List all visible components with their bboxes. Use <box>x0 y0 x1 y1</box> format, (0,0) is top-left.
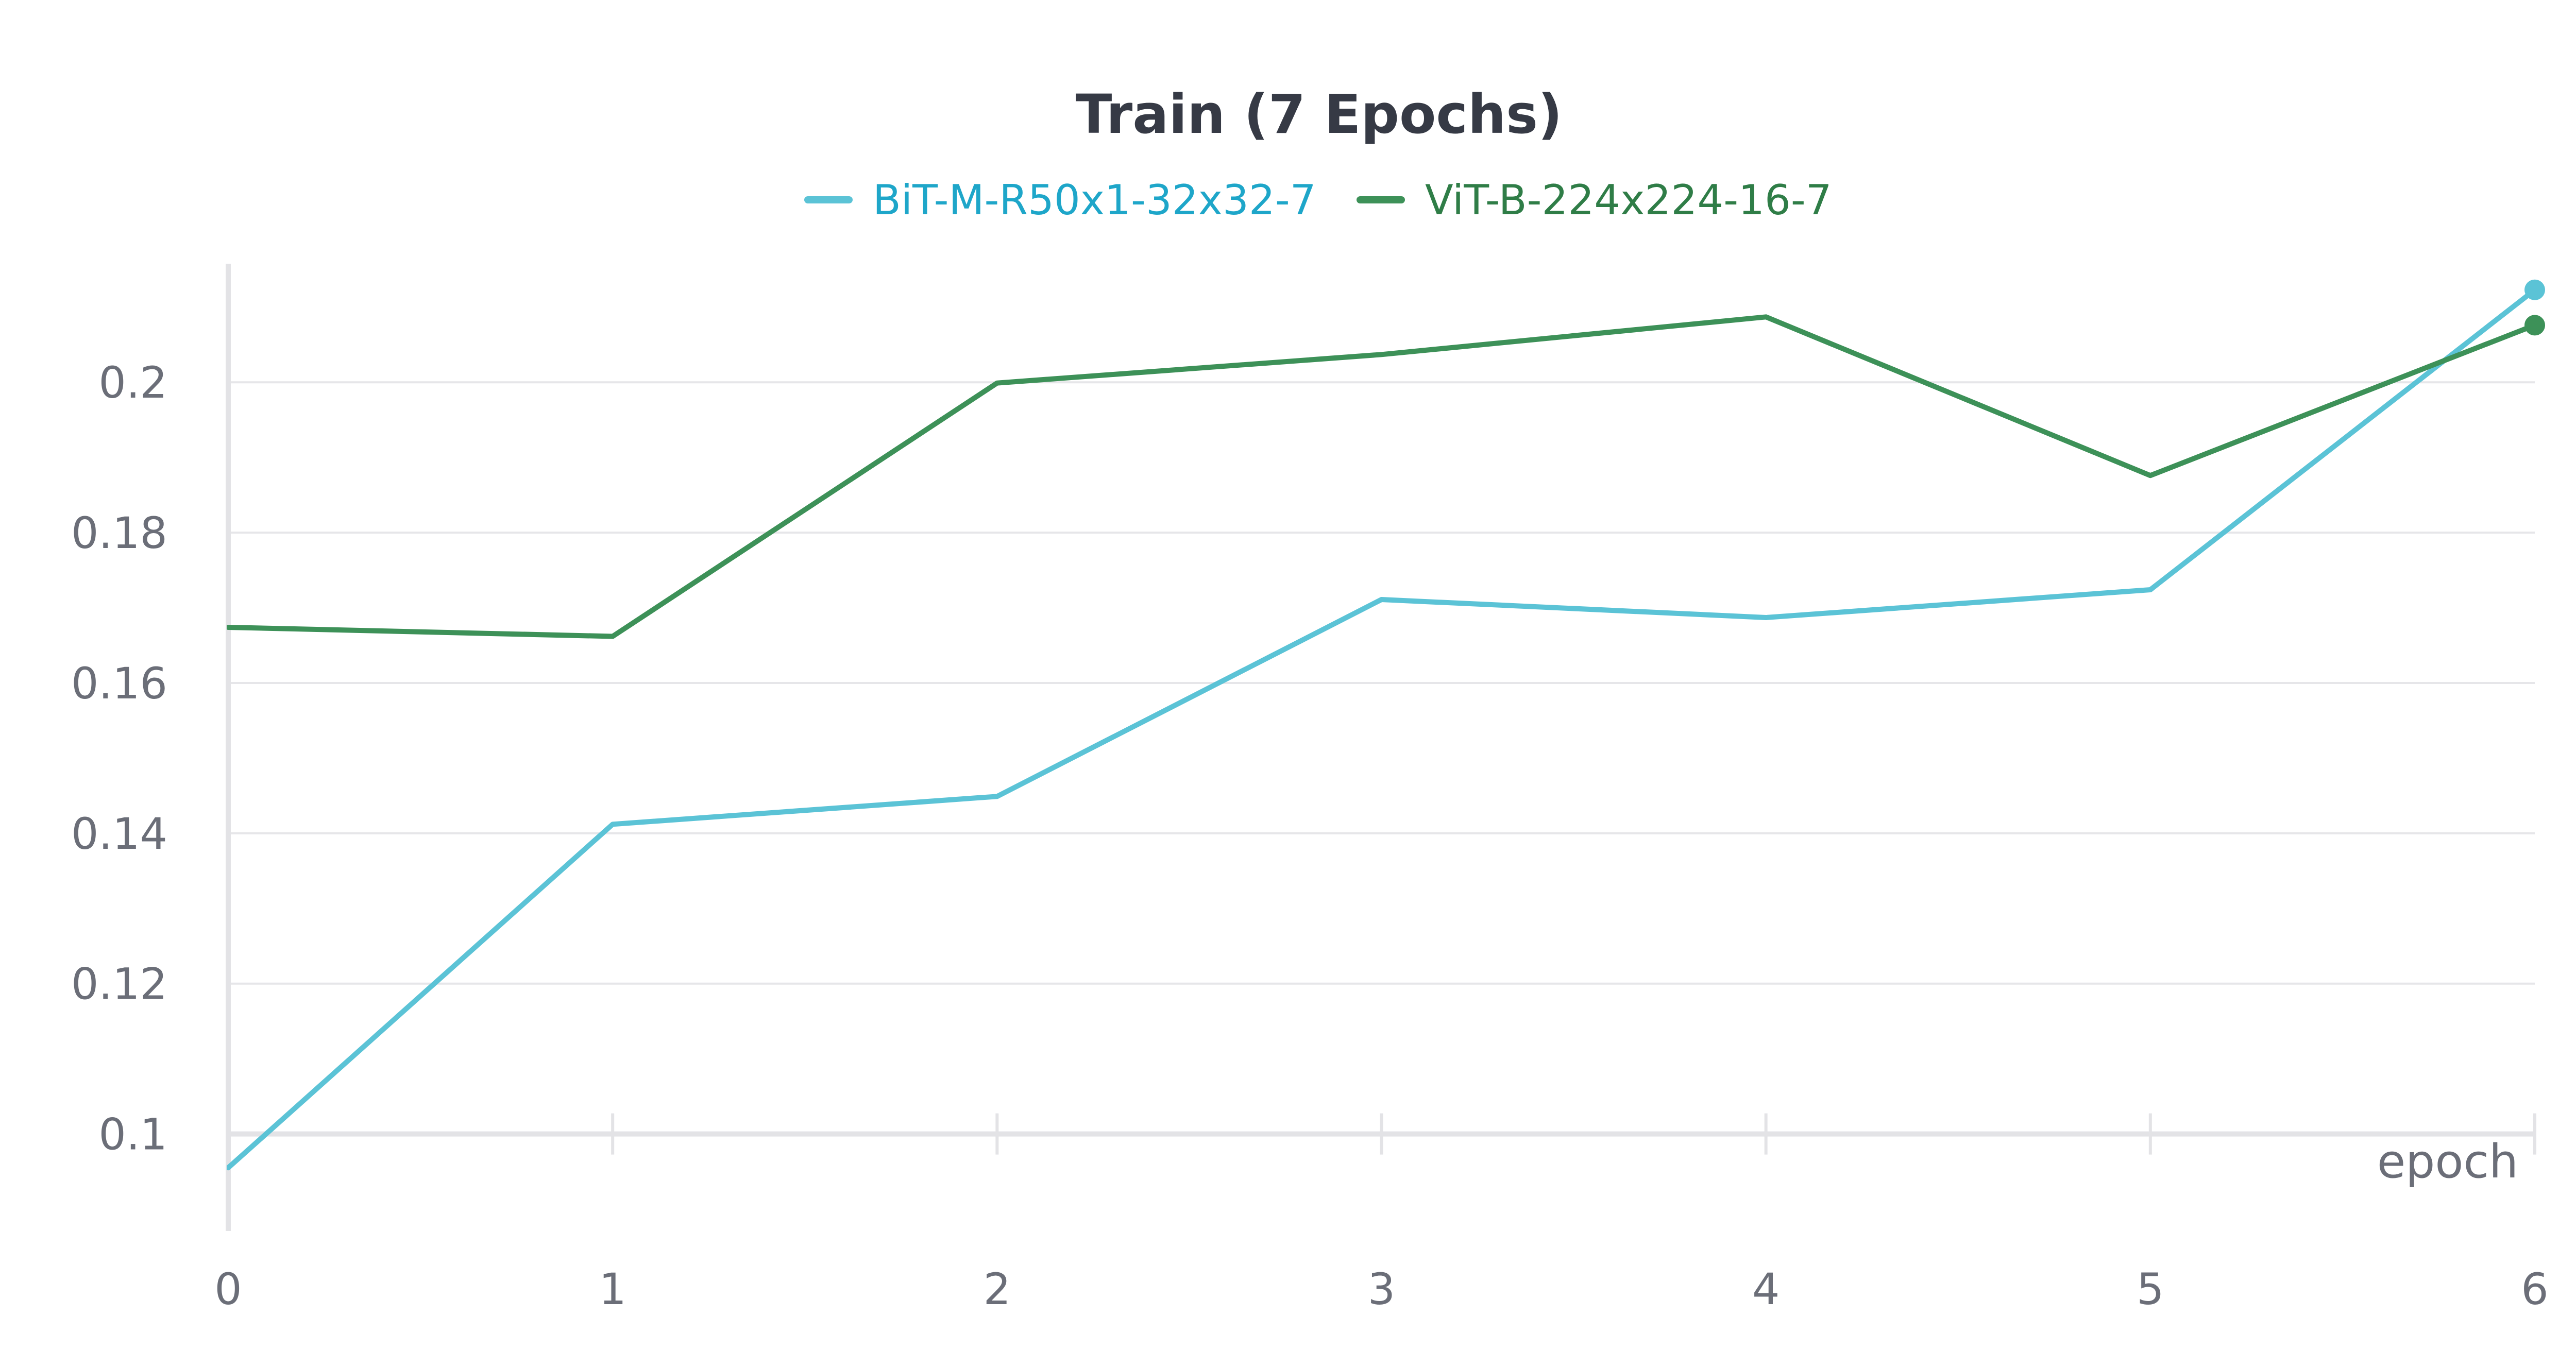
axes <box>226 264 2536 1231</box>
series-end-point-2[interactable] <box>2524 315 2545 336</box>
chart-title: Train (7 Epochs) <box>1075 83 1562 146</box>
x-tick-label: 1 <box>599 1264 626 1314</box>
gridlines <box>228 381 2535 985</box>
y-tick-label: 0.16 <box>71 658 167 709</box>
y-tick-label: 0.14 <box>71 809 167 859</box>
x-tick-label: 6 <box>2521 1264 2548 1314</box>
series-end-markers <box>2524 279 2545 336</box>
series-end-point-1[interactable] <box>2524 279 2545 300</box>
x-axis-title: epoch <box>2377 1135 2518 1189</box>
y-tick-labels: 0.1 0.12 0.14 0.16 0.18 0.2 <box>71 357 167 1159</box>
x-tick-label: 0 <box>214 1264 242 1314</box>
x-tick-label: 5 <box>2137 1264 2164 1314</box>
x-tick-label: 3 <box>1368 1264 1395 1314</box>
x-tick-label: 2 <box>984 1264 1011 1314</box>
y-tick-label: 0.2 <box>98 357 167 408</box>
legend: BiT-M-R50x1-32x32-7 ViT-B-224x224-16-7 <box>804 176 1832 224</box>
series-line-2[interactable] <box>227 314 2537 639</box>
x-tick-label: 4 <box>1752 1264 1780 1314</box>
legend-label[interactable]: ViT-B-224x224-16-7 <box>1425 176 1832 224</box>
y-tick-label: 0.12 <box>71 959 167 1010</box>
series-lines <box>227 287 2537 1171</box>
y-tick-label: 0.1 <box>98 1109 167 1160</box>
x-tick-labels: 0 1 2 3 4 5 6 <box>214 1264 2548 1314</box>
legend-label[interactable]: BiT-M-R50x1-32x32-7 <box>873 176 1316 224</box>
y-tick-label: 0.18 <box>71 508 167 558</box>
series-line-1[interactable] <box>227 287 2537 1171</box>
